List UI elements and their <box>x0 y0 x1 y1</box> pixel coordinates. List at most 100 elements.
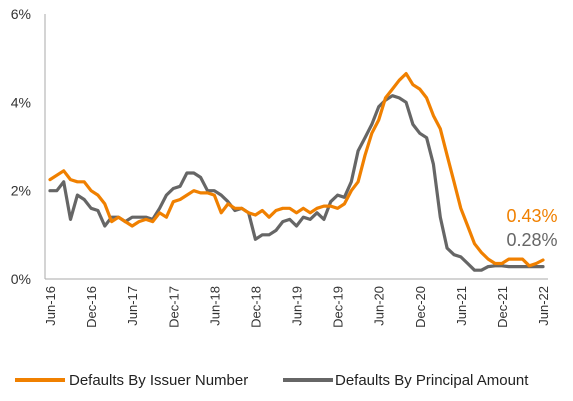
data-point <box>418 87 421 91</box>
data-point <box>418 132 421 135</box>
y-tick-label: 0% <box>11 271 31 287</box>
data-point <box>158 211 161 214</box>
data-point <box>514 265 517 268</box>
data-point <box>83 180 86 183</box>
x-tick-label: Dec-20 <box>413 286 428 328</box>
data-point <box>281 220 284 223</box>
y-tick-label: 6% <box>11 6 31 22</box>
data-point <box>521 265 524 268</box>
data-point <box>281 207 284 210</box>
data-point <box>261 209 264 212</box>
data-point <box>535 262 538 265</box>
data-point <box>185 193 189 197</box>
data-point <box>493 262 497 265</box>
data-point <box>411 123 415 126</box>
end-value-label: 0.43% <box>506 206 557 226</box>
data-point <box>124 220 127 223</box>
data-point <box>267 216 271 219</box>
data-point <box>76 180 79 183</box>
data-point <box>473 269 476 272</box>
data-point <box>445 154 449 157</box>
data-point <box>541 265 545 268</box>
data-point <box>137 216 141 219</box>
data-point <box>117 216 120 219</box>
data-point <box>110 220 113 223</box>
data-point <box>89 207 93 210</box>
data-point <box>507 257 510 261</box>
data-point <box>336 193 339 197</box>
data-point <box>199 176 202 179</box>
data-point <box>459 255 462 259</box>
data-point <box>274 209 278 212</box>
data-point <box>144 218 148 221</box>
x-tick-label: Dec-16 <box>84 286 99 328</box>
data-point <box>69 218 72 221</box>
series-line <box>48 94 545 272</box>
data-point <box>62 180 65 183</box>
data-point <box>391 94 394 97</box>
data-point <box>377 105 380 109</box>
data-point <box>103 224 107 228</box>
data-point <box>288 207 291 210</box>
data-point <box>363 154 367 157</box>
x-tick-label: Jun-17 <box>125 286 140 326</box>
data-point <box>487 265 490 268</box>
data-point <box>76 193 79 197</box>
data-point <box>131 216 134 219</box>
data-point <box>350 189 353 192</box>
data-point <box>404 101 408 104</box>
data-point <box>69 178 72 181</box>
data-point <box>322 218 326 221</box>
data-point <box>254 213 257 217</box>
data-point <box>500 264 504 267</box>
data-point <box>411 83 415 86</box>
data-point <box>213 189 216 192</box>
data-point <box>541 258 545 262</box>
data-point <box>315 211 319 214</box>
y-tick-label: 4% <box>11 94 31 110</box>
data-point <box>48 178 52 181</box>
data-point <box>528 264 531 267</box>
data-point <box>398 79 401 82</box>
data-point <box>240 207 243 210</box>
data-point <box>206 191 209 195</box>
data-point <box>452 180 456 183</box>
data-point <box>103 202 107 206</box>
data-point <box>439 216 442 219</box>
data-point <box>192 171 195 175</box>
legend: Defaults By Issuer Number Defaults By Pri… <box>15 372 529 389</box>
data-point <box>521 257 524 261</box>
end-labels: 0.43% 0.28% <box>506 206 557 250</box>
data-point <box>178 198 182 201</box>
data-point <box>493 264 497 267</box>
data-point <box>432 163 435 166</box>
data-point <box>302 207 305 210</box>
data-point <box>315 207 319 210</box>
series-line <box>48 72 545 268</box>
x-tick-label: Jun-16 <box>43 286 58 326</box>
legend-label: Defaults By Issuer Number <box>69 372 248 389</box>
data-point <box>261 233 264 236</box>
data-point <box>144 216 148 219</box>
data-point <box>535 265 538 268</box>
data-point <box>384 96 387 100</box>
data-point <box>439 127 442 130</box>
data-point <box>96 193 100 197</box>
data-point <box>302 216 305 219</box>
x-tick-label: Jun-18 <box>207 286 222 326</box>
data-point <box>83 198 86 201</box>
data-point <box>514 257 517 261</box>
data-point <box>432 114 435 117</box>
x-tick-label: Dec-19 <box>331 286 346 328</box>
x-tick-label: Jun-22 <box>536 286 551 326</box>
data-point <box>62 169 65 172</box>
data-point <box>370 132 373 135</box>
data-point <box>350 180 353 183</box>
data-point <box>343 202 346 206</box>
data-point <box>487 257 490 261</box>
data-point <box>220 193 223 197</box>
data-point <box>158 207 161 210</box>
data-point <box>288 218 291 221</box>
data-point <box>398 96 401 100</box>
data-point <box>329 204 332 208</box>
